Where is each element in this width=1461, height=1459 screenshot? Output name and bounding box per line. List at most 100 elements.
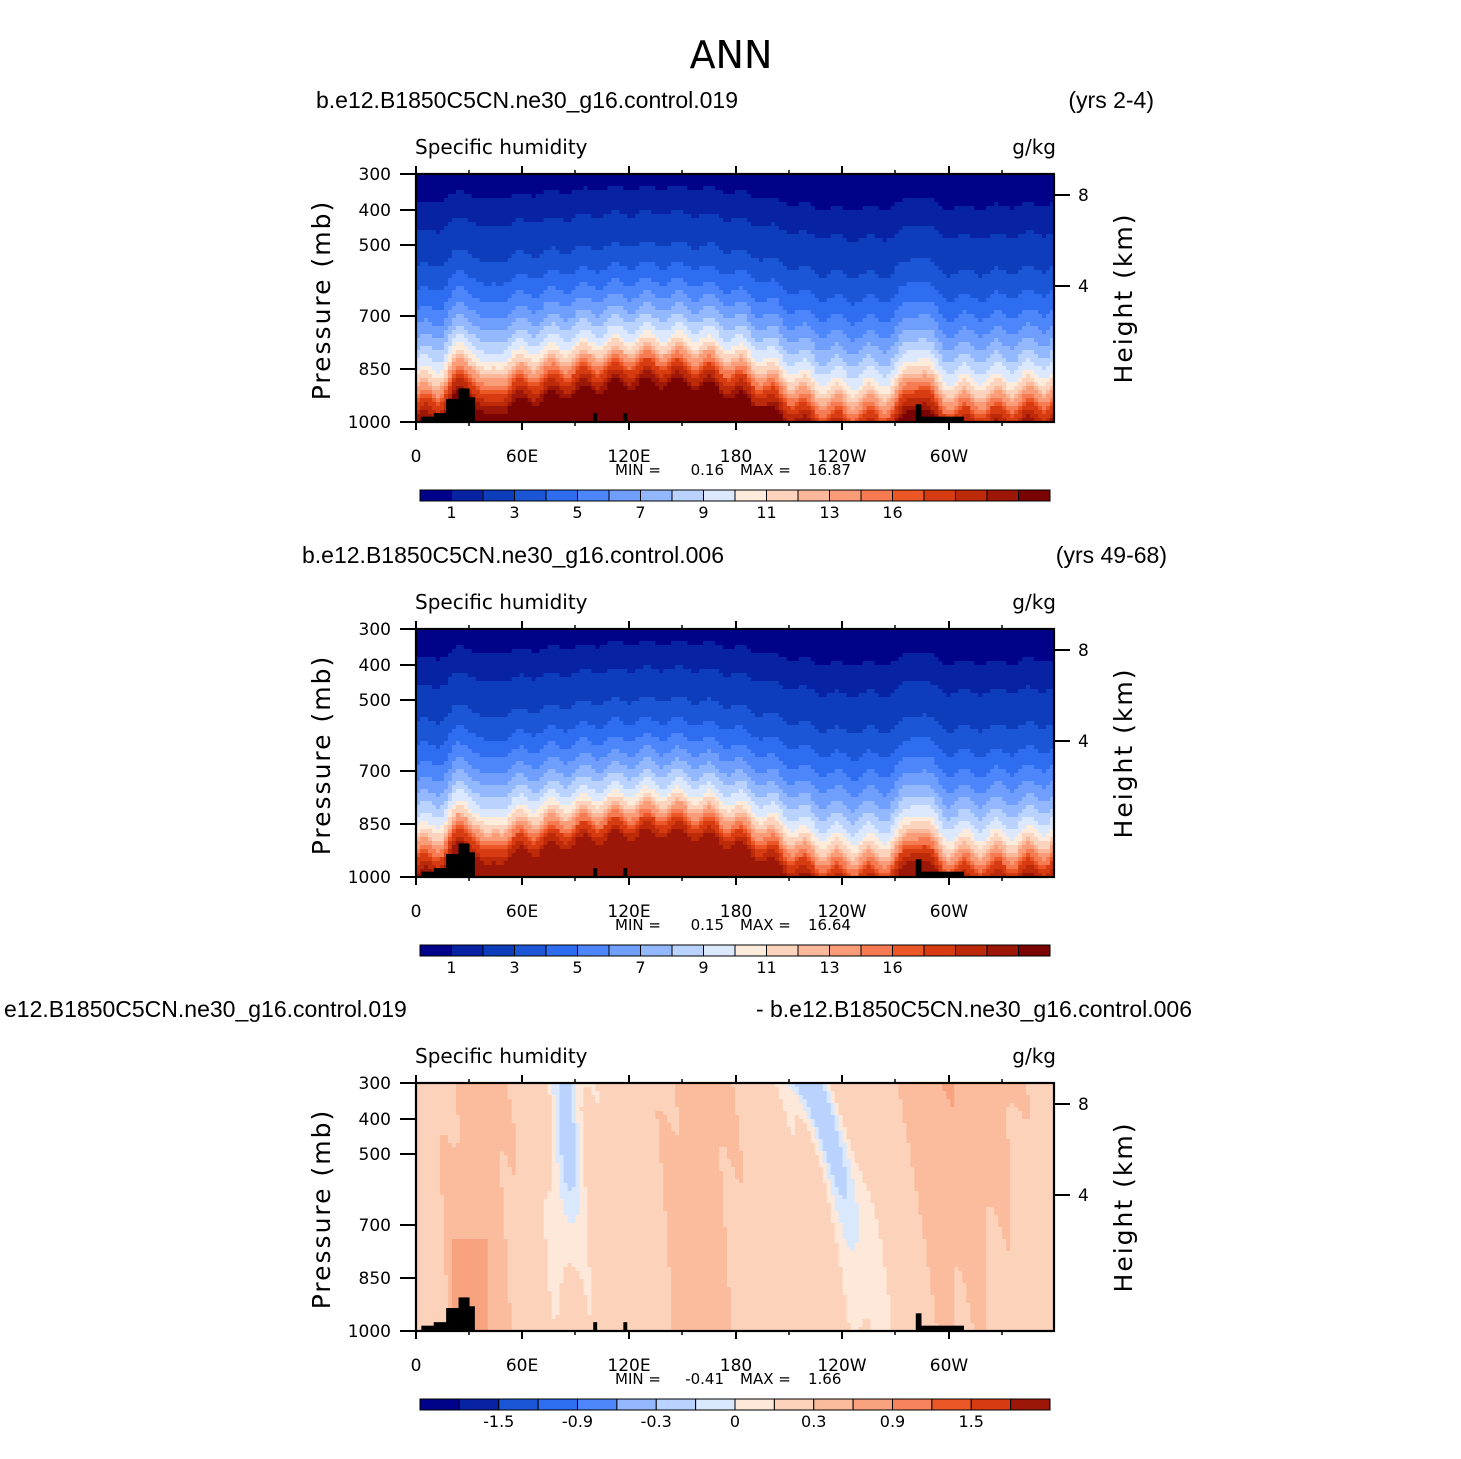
topography-mask: [421, 843, 965, 877]
colorbar-label: -0.9: [562, 1412, 593, 1431]
y-tick-label: 1000: [348, 1322, 391, 1342]
y-tick-label: 700: [359, 762, 391, 782]
y-axis-label: Pressure (mb): [307, 1109, 336, 1309]
colorbar-swatch: [766, 489, 799, 502]
colorbar-swatch: [640, 944, 673, 957]
y-right-axis-label: Height (km): [1109, 1122, 1138, 1293]
colorbar-swatch: [482, 944, 515, 957]
y-tick-label: 300: [359, 165, 391, 185]
colorbar-label: 16: [882, 503, 902, 522]
x-tick-label: 180: [720, 902, 752, 922]
colorbar-swatch: [829, 489, 862, 502]
colorbar-swatch: [797, 944, 830, 957]
colorbar-swatch: [829, 944, 862, 957]
colorbar-swatch: [892, 1398, 933, 1411]
colorbar-label: 1: [446, 503, 456, 522]
colorbar-swatch: [451, 489, 484, 502]
colorbar-swatch: [797, 489, 830, 502]
colorbar-swatch: [970, 1398, 1012, 1411]
colorbar-swatch: [892, 489, 925, 502]
variable-label: Specific humidity: [415, 590, 588, 614]
x-tick-label: 0: [411, 902, 422, 922]
variable-label: Specific humidity: [415, 1044, 588, 1068]
panel-subtitle-right: - b.e12.B1850C5CN.ne30_g16.control.006: [756, 996, 1192, 1022]
colorbar-swatch: [986, 944, 1019, 957]
colorbar-swatch: [1018, 489, 1051, 502]
colorbar-label: 5: [572, 958, 582, 977]
min-label: MIN =: [615, 1370, 661, 1388]
colorbar-label: 7: [635, 503, 645, 522]
y-right-tick-label: 8: [1078, 186, 1089, 206]
colorbar-label: 9: [698, 503, 708, 522]
min-label: MIN =: [615, 916, 661, 934]
y-tick-label: 500: [359, 691, 391, 711]
colorbar-label: 7: [635, 958, 645, 977]
colorbar-label: 3: [509, 958, 519, 977]
colorbar-swatch: [671, 489, 704, 502]
colorbar-swatch: [734, 489, 767, 502]
x-tick-label: 60W: [930, 902, 969, 922]
panel-subtitle-left: b.e12.B1850C5CN.ne30_g16.control.006: [302, 542, 724, 568]
max-value: 1.66: [808, 1370, 841, 1388]
x-tick-label: 60E: [506, 447, 538, 467]
x-tick-label: 60E: [506, 1356, 538, 1376]
colorbar-swatch: [616, 1398, 657, 1411]
colorbar-swatch: [923, 489, 956, 502]
colorbar-swatch: [640, 489, 673, 502]
x-tick-label: 60W: [930, 447, 969, 467]
colorbar-label: 0.3: [801, 1412, 826, 1431]
x-tick-label: 0: [411, 1356, 422, 1376]
y-tick-label: 500: [359, 1145, 391, 1165]
contour-field: [416, 174, 1055, 423]
colorbar-label: 9: [698, 958, 708, 977]
colorbar-swatch: [695, 1398, 736, 1411]
colorbar-swatch: [419, 944, 452, 957]
y-right-tick-label: 4: [1078, 1186, 1089, 1206]
colorbar-swatch: [545, 489, 578, 502]
colorbar-swatch: [986, 489, 1019, 502]
colorbar-swatch: [458, 1398, 500, 1411]
topography-mask: [421, 1297, 965, 1331]
colorbar-swatch: [703, 944, 736, 957]
max-label: MAX =: [740, 916, 791, 934]
colorbar-swatch: [892, 944, 925, 957]
y-right-axis-label: Height (km): [1109, 668, 1138, 839]
colorbar-swatch: [498, 1398, 539, 1411]
units-label: g/kg: [1012, 1044, 1056, 1068]
y-axis-label: Pressure (mb): [307, 200, 336, 400]
colorbar-swatch: [419, 1398, 460, 1411]
colorbar-label: 5: [572, 503, 582, 522]
colorbar-label: 0.9: [880, 1412, 905, 1431]
min-label: MIN =: [615, 461, 661, 479]
colorbar-swatch: [923, 944, 956, 957]
panel-subtitle-left: b.e12.B1850C5CN.ne30_g16.control.019: [316, 87, 738, 113]
colorbar-label: 0: [730, 1412, 740, 1431]
colorbar-label: 1: [446, 958, 456, 977]
min-value: 0.16: [691, 461, 724, 479]
y-tick-label: 1000: [348, 413, 391, 433]
y-tick-label: 700: [359, 307, 391, 327]
min-value: -0.41: [685, 1370, 724, 1388]
y-tick-label: 400: [359, 656, 391, 676]
y-axis-label: Pressure (mb): [307, 655, 336, 855]
x-tick-label: 120W: [817, 902, 866, 922]
chart-panel-1: b.e12.B1850C5CN.ne30_g16.control.019 (yrs…: [307, 87, 1154, 522]
colorbar-swatch: [545, 944, 578, 957]
colorbar-swatch: [703, 489, 736, 502]
colorbar-swatch: [419, 489, 452, 502]
colorbar-swatch: [955, 489, 988, 502]
colorbar-swatch: [813, 1398, 854, 1411]
figure-title: ANN: [690, 33, 773, 77]
x-tick-label: 180: [720, 1356, 752, 1376]
y-tick-label: 300: [359, 620, 391, 640]
colorbar-label: -1.5: [483, 1412, 514, 1431]
y-tick-label: 1000: [348, 868, 391, 888]
colorbar-label: 16: [882, 958, 902, 977]
y-right-tick-label: 8: [1078, 641, 1089, 661]
colorbar-swatch: [734, 944, 767, 957]
colorbar-label: 13: [819, 958, 839, 977]
colorbar-label: 11: [756, 958, 776, 977]
y-right-tick-label: 4: [1078, 732, 1089, 752]
colorbar-label: 1.5: [959, 1412, 984, 1431]
